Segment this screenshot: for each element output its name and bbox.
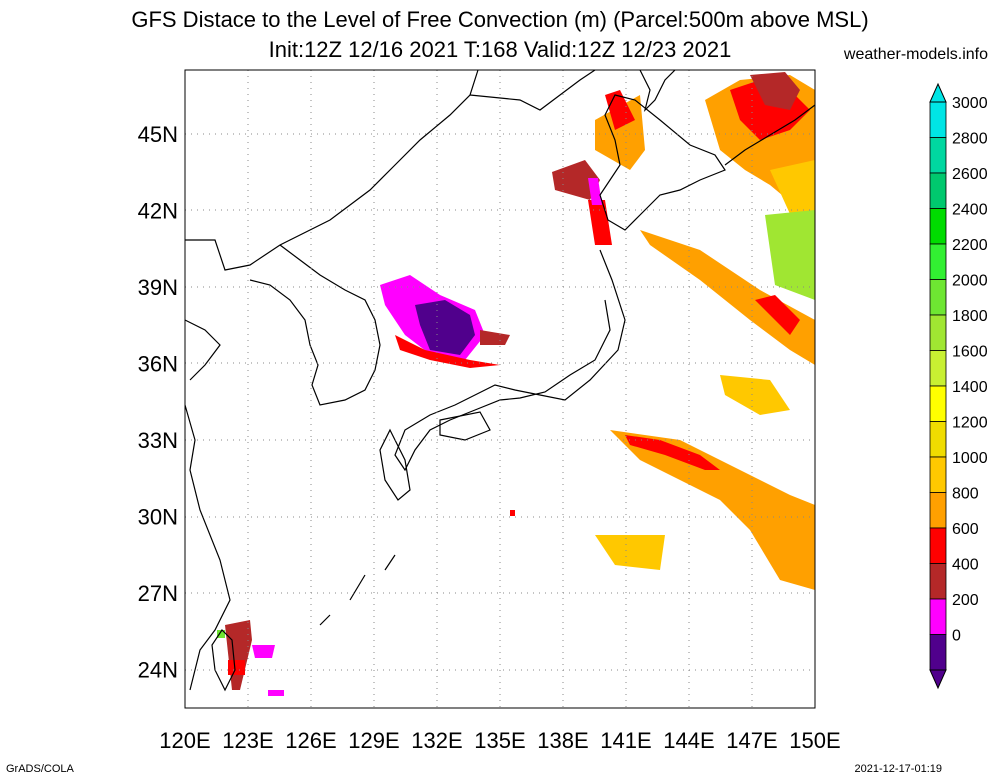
lfc-area-tsugaru-red <box>588 200 612 245</box>
colorbar-swatch <box>929 563 947 600</box>
colorbar-label: 2200 <box>952 237 988 254</box>
colorbar-label: 2600 <box>952 166 988 183</box>
lfc-area-tsugaru-magenta <box>588 178 602 205</box>
lon-tick-labels: 120E 123E 126E 129E 132E 135E 138E 141E 144E 147E… <box>159 728 840 753</box>
lon-tick-label: 120E <box>159 728 210 753</box>
coastline-ryukyu <box>319 554 396 626</box>
gridlines <box>185 70 815 708</box>
lfc-area-east-band-orange <box>640 230 815 365</box>
lfc-area-kuril-brown <box>750 72 800 110</box>
lon-tick-label: 132E <box>411 728 462 753</box>
colorbar-swatch <box>929 421 947 458</box>
lon-tick-label: 138E <box>537 728 588 753</box>
colorbar-swatch <box>929 101 947 138</box>
colorbar: 3000280026002400220020001800160014001200… <box>929 82 988 690</box>
colorbar-swatch <box>929 527 947 564</box>
plot-frame <box>184 69 816 709</box>
coastline-honshu <box>394 249 626 472</box>
coastline-kurils <box>724 104 815 166</box>
lfc-area-east-gold <box>720 375 790 415</box>
colorbar-swatch <box>929 243 947 280</box>
chart-title: GFS Distace to the Level of Free Convect… <box>131 7 869 32</box>
footer-timestamp: 2021-12-17-01:19 <box>854 763 942 775</box>
lfc-area-taiwan-magenta <box>252 645 275 658</box>
colorbar-label: 3000 <box>952 95 988 112</box>
colorbar-swatch <box>929 634 947 671</box>
coastline-china <box>185 319 231 691</box>
colorbar-label: 0 <box>952 628 961 645</box>
colorbar-swatch <box>929 137 947 174</box>
colorbar-label: 1800 <box>952 308 988 325</box>
colorbar-label: 200 <box>952 592 979 609</box>
lat-tick-label: 42N <box>138 198 178 223</box>
lfc-area-south-band-orange <box>610 430 815 590</box>
coastline-sakhalin <box>639 70 676 112</box>
lfc-area-seaofjapan-brown <box>480 330 510 345</box>
colorbar-label: 1000 <box>952 450 988 467</box>
lat-tick-label: 30N <box>138 505 178 530</box>
colorbar-swatch <box>929 208 947 245</box>
colorbar-swatch <box>929 279 947 316</box>
lat-tick-label: 27N <box>138 581 178 606</box>
lat-tick-label: 45N <box>138 122 178 147</box>
colorbar-label: 1200 <box>952 415 988 432</box>
coastline-korea <box>249 244 381 406</box>
colorbar-label: 1400 <box>952 379 988 396</box>
lfc-area-east-band-green <box>765 210 815 300</box>
colorbar-top-arrow <box>929 82 947 103</box>
lfc-area-tsugaru-brown <box>552 160 600 200</box>
lfc-area-offshore-red <box>510 510 515 516</box>
lfc-area-taiwan-red <box>228 660 245 675</box>
coastline-taiwan <box>211 629 236 692</box>
coastline-kyushu <box>379 428 411 501</box>
lon-tick-label: 144E <box>663 728 714 753</box>
colorbar-label: 800 <box>952 486 979 503</box>
lat-tick-label: 36N <box>138 351 178 376</box>
site-credit: weather-models.info <box>843 46 988 63</box>
coastline-shikoku <box>439 411 491 441</box>
colorbar-label: 600 <box>952 521 979 538</box>
coastline-hokkaido <box>599 94 726 231</box>
colorbar-bottom-arrow <box>929 669 947 690</box>
colorbar-label: 2400 <box>952 202 988 219</box>
footer-software: GrADS/COLA <box>6 763 74 775</box>
shaded-field <box>217 72 815 696</box>
lfc-area-south-gold <box>595 535 665 570</box>
lat-tick-labels: 45N 42N 39N 36N 33N 30N 27N 24N <box>138 122 178 683</box>
colorbar-swatch <box>929 456 947 493</box>
chart-subtitle: Init:12Z 12/16 2021 T:168 Valid:12Z 12/2… <box>268 37 732 62</box>
lfc-area-south-band-red <box>625 435 720 470</box>
colorbar-swatch <box>929 172 947 209</box>
lfc-area-seaofjapan-purple <box>415 300 475 355</box>
colorbar-swatch <box>929 385 947 422</box>
coastlines <box>185 70 815 692</box>
lon-tick-label: 150E <box>789 728 840 753</box>
lon-tick-label: 135E <box>474 728 525 753</box>
colorbar-label: 2800 <box>952 131 988 148</box>
lfc-area-seaofjapan-red <box>395 335 500 368</box>
lfc-area-east-band-red <box>755 295 800 335</box>
colorbar-swatch <box>929 350 947 387</box>
lon-tick-label: 129E <box>348 728 399 753</box>
lon-tick-label: 147E <box>726 728 777 753</box>
colorbar-swatch <box>929 492 947 529</box>
lfc-area-taiwan-brown <box>225 620 252 690</box>
coastline-russia <box>469 70 596 111</box>
colorbar-swatch <box>929 314 947 351</box>
lat-tick-label: 39N <box>138 275 178 300</box>
lat-tick-label: 24N <box>138 658 178 683</box>
lon-tick-label: 123E <box>222 728 273 753</box>
lfc-area-southwest-magenta <box>268 690 284 696</box>
colorbar-label: 1600 <box>952 344 988 361</box>
lon-tick-label: 126E <box>285 728 336 753</box>
lon-tick-label: 141E <box>600 728 651 753</box>
colorbar-label: 400 <box>952 557 979 574</box>
lat-tick-label: 33N <box>138 428 178 453</box>
colorbar-swatch <box>929 598 947 635</box>
coastline-asia <box>185 70 479 271</box>
lfc-area-hokkaido-orange <box>595 95 645 170</box>
lfc-area-taiwan-green <box>217 630 225 638</box>
colorbar-label: 2000 <box>952 273 988 290</box>
